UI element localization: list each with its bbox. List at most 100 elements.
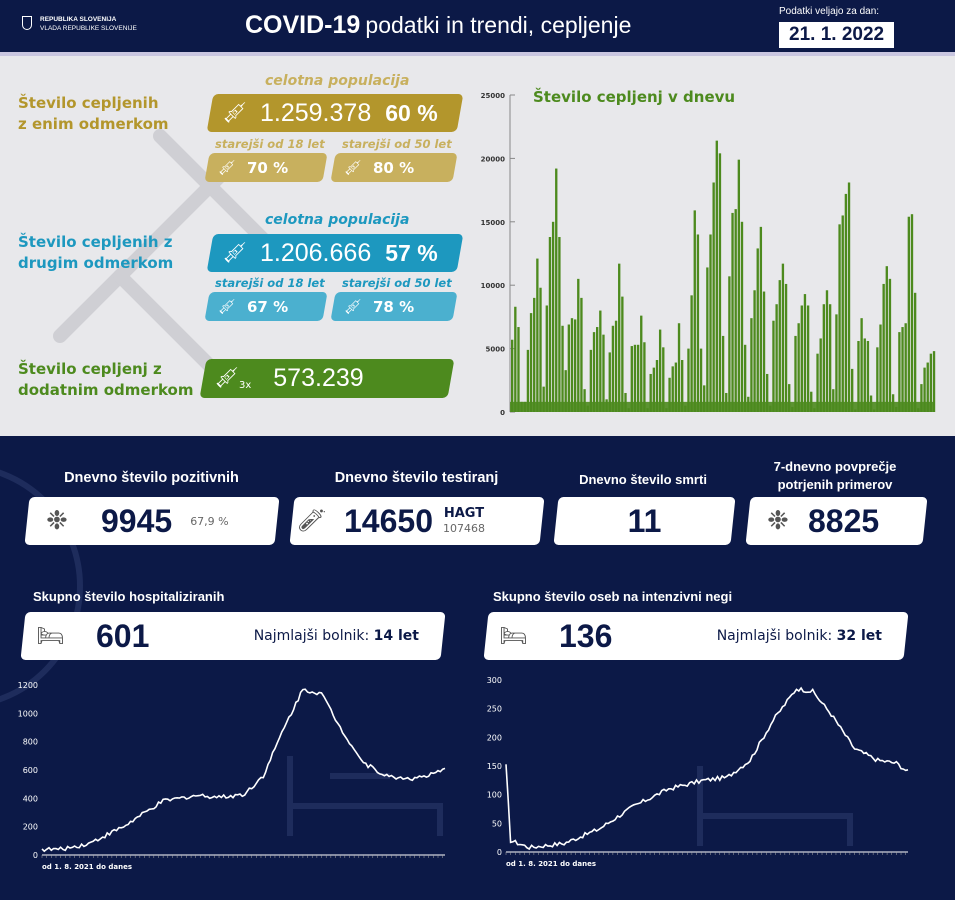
second-sub18-label: starejši od 18 let [215, 276, 325, 290]
bar [643, 342, 646, 412]
bar [775, 304, 778, 412]
y-tick-label: 0 [500, 409, 505, 417]
second-sub50-box: 💉︎ 78 % [330, 292, 458, 321]
bar [596, 327, 599, 412]
second-dose-label: Število cepljenih z drugim odmerkom [18, 232, 173, 274]
bar [602, 334, 605, 412]
bar [687, 348, 690, 412]
booster-label-line2: dodatnim odmerkom [18, 381, 194, 399]
bar [857, 340, 860, 412]
icu-card: 🛏︎ 136 Najmlajši bolnik: 32 let [483, 612, 909, 660]
bar [806, 305, 810, 412]
bar [536, 258, 539, 412]
bar [662, 347, 665, 412]
bar [621, 296, 624, 412]
bar [636, 344, 640, 412]
y-tick-label: 300 [487, 676, 502, 685]
hospital-bed-icon: 🛏︎ [499, 623, 528, 649]
bar [718, 153, 722, 412]
bar [514, 306, 517, 412]
second-sub50-label: starejši od 50 let [342, 276, 452, 290]
bar [781, 263, 785, 412]
second-dose-label-line2: drugim odmerkom [18, 254, 174, 272]
bar [681, 360, 684, 412]
bar [640, 315, 643, 412]
bar [822, 304, 826, 412]
daily-vaccinations-chart: Število cepljenj v dnevu 0 5000 10000 15000… [481, 87, 936, 417]
avg-card: ❉ 8825 [745, 497, 928, 545]
bar [577, 278, 580, 412]
booster-label-line1: Število cepljenj z [18, 360, 162, 378]
bar [633, 344, 637, 412]
first-dose-pct: 60 % [385, 99, 438, 126]
bar [816, 353, 819, 412]
tests-title: Dnevno število testiranj [334, 470, 499, 486]
date-label: Podatki veljajo za dan: [779, 6, 880, 17]
bar [655, 360, 659, 412]
bar [693, 210, 696, 412]
hospital-value: 601 [96, 617, 150, 654]
bar [863, 338, 866, 412]
bar [580, 297, 583, 412]
bar [932, 351, 936, 412]
bar [674, 362, 678, 412]
stats-panel: Dnevno število pozitivnih Dnevno število… [0, 436, 955, 900]
series-line [505, 686, 909, 851]
first-sub18-value: 70 % [247, 158, 289, 177]
bar [923, 367, 926, 412]
hospital-bed-icon: 🛏︎ [36, 623, 65, 649]
baseline-band [510, 401, 935, 412]
bar [706, 267, 709, 412]
background-watermark-icon [0, 469, 853, 846]
bar [743, 344, 747, 412]
bar [649, 373, 652, 412]
y-tick-label: 5000 [486, 346, 506, 354]
bar [844, 193, 848, 412]
bar [618, 263, 621, 412]
bar [879, 324, 882, 412]
tests-card: 🧪︎ 14650 HAGT 107468 [289, 497, 545, 545]
bar [860, 318, 863, 412]
bar [740, 221, 744, 412]
deaths-card: 11 [553, 497, 736, 545]
bar [737, 159, 741, 412]
bar [592, 332, 596, 412]
bar [841, 215, 844, 412]
bar [728, 276, 731, 412]
first-dose-label: Število cepljenih z enim odmerkom [18, 93, 169, 135]
chart-note: od 1. 8. 2021 do danes [506, 860, 596, 868]
bar [658, 329, 662, 412]
y-tick-label: 400 [23, 794, 38, 803]
y-tick-label: 0 [497, 848, 502, 857]
avg-value: 8825 [808, 502, 880, 539]
gov-line2: VLADA REPUBLIKE SLOVENIJE [40, 25, 137, 32]
bar-chart-title: Število cepljenj v dnevu [533, 87, 735, 106]
test-kit-icon: 🧪︎ [298, 508, 326, 534]
bar [766, 373, 769, 412]
icu-value: 136 [559, 617, 613, 654]
bar [731, 212, 734, 412]
bar [630, 346, 633, 412]
positives-value: 9945 [101, 502, 173, 539]
bar [910, 214, 914, 412]
second-sub50-value: 78 % [373, 297, 415, 316]
y-tick-label: 25000 [481, 92, 505, 100]
bar [797, 323, 800, 412]
syringe-icon: 💉︎ [216, 158, 238, 177]
bar [838, 224, 841, 412]
bar [762, 291, 766, 412]
coat-of-arms-icon [22, 16, 32, 30]
bar [828, 304, 832, 412]
bar [759, 226, 763, 412]
y-tick-label: 600 [23, 766, 38, 775]
y-tick-label: 250 [487, 705, 502, 714]
hospitalized-chart: 0 200 400 600 800 1000 1200 od 1. 8. 2021 do da… [18, 681, 446, 871]
y-tick-label: 0 [33, 851, 38, 860]
bar [614, 320, 618, 412]
first-dose-label-line1: Število cepljenih [18, 94, 159, 112]
y-tick-label: 10000 [481, 282, 505, 290]
vaccination-panel: Število cepljenih z enim odmerkom celotn… [0, 56, 955, 436]
bar [750, 318, 753, 412]
bar [533, 297, 536, 412]
booster-label: Število cepljenj z dodatnim odmerkom [18, 359, 194, 401]
